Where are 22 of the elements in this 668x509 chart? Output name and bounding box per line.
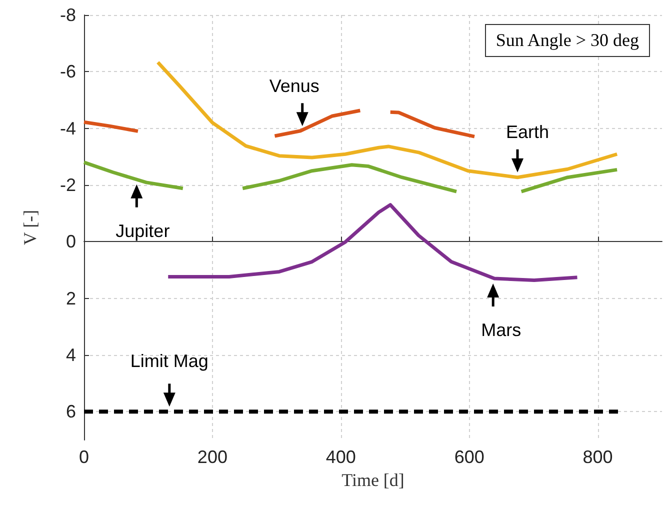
y-tick-label: 6 <box>66 402 76 422</box>
y-tick-label: -2 <box>60 175 76 195</box>
line-series <box>156 60 619 180</box>
x-tick-label: 600 <box>454 447 484 467</box>
y-tick-label: -8 <box>60 5 76 25</box>
y-tick-label: -4 <box>60 118 76 138</box>
x-tick-label: 0 <box>78 447 90 467</box>
annotation: Sun Angle > 30 deg <box>484 24 650 57</box>
annotation: Mars <box>481 320 522 341</box>
x-tick-label: 200 <box>197 447 228 467</box>
annotation: Limit Mag <box>130 351 208 372</box>
x-axis-title: Time [d] <box>342 470 404 490</box>
x-tick-label: 400 <box>326 447 356 467</box>
y-tick-label: 2 <box>66 288 76 308</box>
y-tick-label: 0 <box>66 232 76 252</box>
y-tick-label: 4 <box>66 345 76 365</box>
y-axis-title: V [-] <box>20 210 40 246</box>
x-tick-label: 800 <box>582 447 613 467</box>
annotation: Jupiter <box>116 220 170 242</box>
annotation: Earth <box>506 122 550 143</box>
y-tick-label: -6 <box>60 62 76 82</box>
annotation: Venus <box>269 76 320 97</box>
